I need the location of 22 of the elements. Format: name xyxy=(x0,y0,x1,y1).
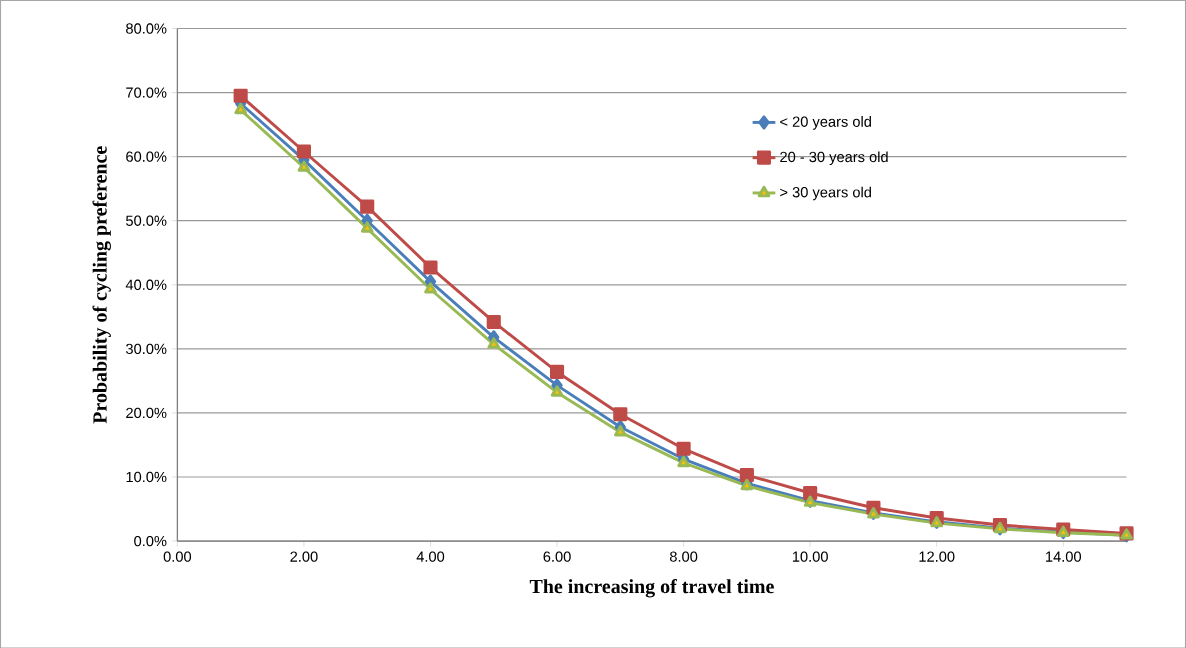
y-tick-label: 30.0% xyxy=(126,343,167,354)
y-tick-label: 70.0% xyxy=(126,87,167,98)
x-tick-label: 0.00 xyxy=(163,551,192,562)
y-axis-title: Probability of cycling preference xyxy=(92,146,111,424)
x-tick-label: 10.00 xyxy=(792,551,828,562)
y-tick-label: 40.0% xyxy=(125,279,167,290)
legend-label: < 20 years old xyxy=(780,115,871,130)
y-tick-label: 60.0% xyxy=(126,151,167,162)
legend-label: 20 - 30 years old xyxy=(780,151,888,165)
y-tick-label: 20.0% xyxy=(126,407,167,418)
legend-label: > 30 years old xyxy=(780,186,871,201)
x-tick-label: 4.00 xyxy=(416,551,445,562)
x-tick-label: 14.00 xyxy=(1046,551,1082,562)
x-tick-label: 12.00 xyxy=(919,551,955,562)
x-tick-label: 8.00 xyxy=(669,551,698,562)
y-tick-label: 10.0% xyxy=(126,471,167,482)
y-tick-label: 50.0% xyxy=(126,215,167,226)
y-tick-label: 80.0% xyxy=(126,23,167,34)
x-tick-label: 6.00 xyxy=(543,551,571,562)
x-tick-label: 2.00 xyxy=(290,551,318,562)
x-axis-title: The increasing of travel time xyxy=(529,578,774,598)
y-tick-label: 0.0% xyxy=(134,535,167,547)
